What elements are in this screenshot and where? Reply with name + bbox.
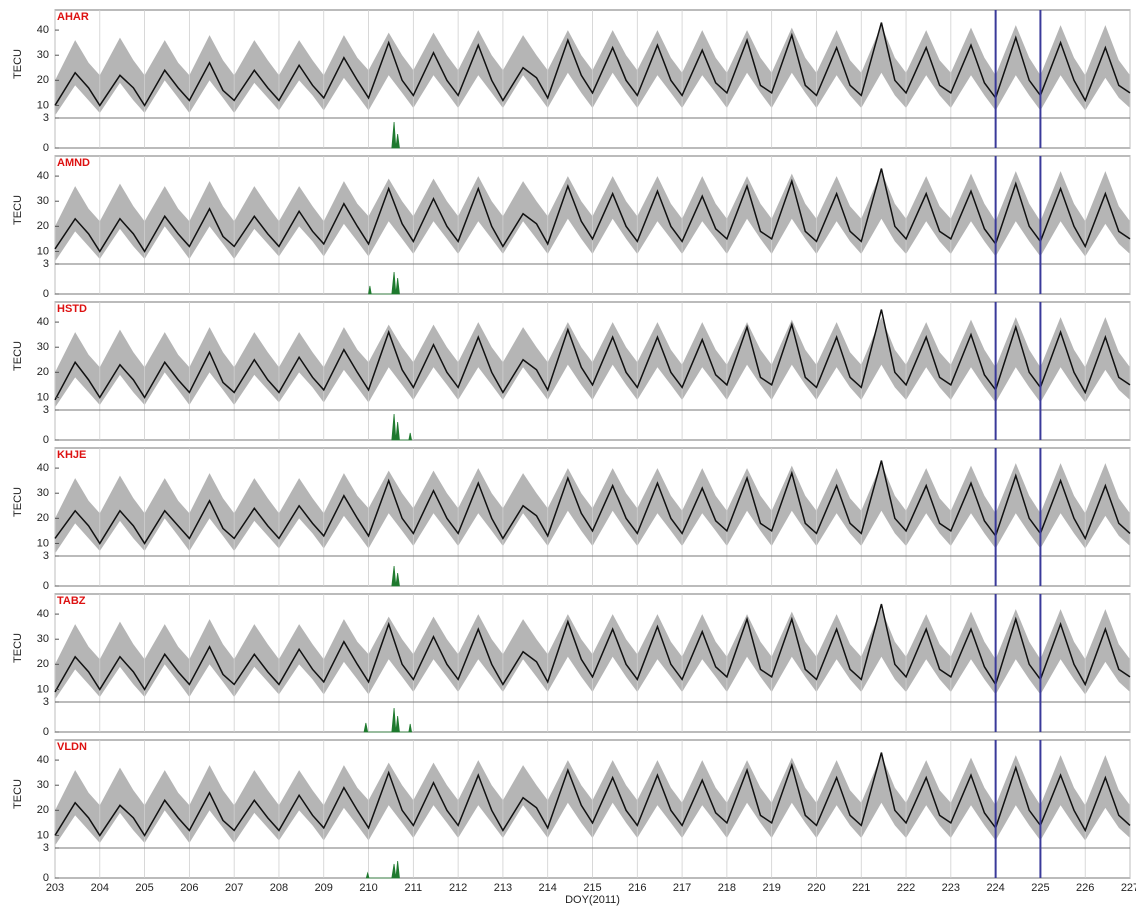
y-tick-label: 20 (37, 74, 49, 86)
y-tick-label: 10 (37, 829, 49, 841)
y-axis-label: TECU (12, 341, 24, 371)
tec-line (54, 460, 1131, 545)
x-tick-label: 227 (1121, 882, 1136, 894)
station-label: KHJE (57, 449, 86, 461)
y-tick-label: 40 (37, 608, 49, 620)
x-tick-label: 218 (718, 882, 736, 894)
tec-line (54, 603, 1131, 693)
y-tick-label: 10 (37, 245, 49, 257)
anomaly-area (368, 271, 400, 295)
x-tick-label: 217 (673, 882, 691, 894)
station-label: AMND (57, 157, 90, 169)
y-tick-label: 30 (37, 341, 49, 353)
y-tick-label: 40 (37, 24, 49, 36)
y2-tick-label: 0 (43, 580, 49, 592)
y-tick-label: 40 (37, 462, 49, 474)
y-tick-label: 30 (37, 779, 49, 791)
y-tick-label: 10 (37, 391, 49, 403)
y2-tick-label: 0 (43, 142, 49, 154)
y2-tick-label: 0 (43, 726, 49, 738)
y2-tick-label: 0 (43, 288, 49, 300)
y-tick-label: 30 (37, 49, 49, 61)
x-tick-label: 222 (897, 882, 915, 894)
x-tick-label: 219 (762, 882, 780, 894)
station-label: TABZ (57, 595, 86, 607)
y-tick-label: 20 (37, 366, 49, 378)
anomaly-area (363, 707, 413, 733)
y-tick-label: 30 (37, 195, 49, 207)
tec-line (54, 22, 1131, 107)
x-tick-label: 224 (986, 882, 1004, 894)
anomaly-area (391, 121, 400, 149)
y-tick-label: 40 (37, 754, 49, 766)
station-label: HSTD (57, 303, 87, 315)
y2-tick-label: 0 (43, 434, 49, 446)
x-tick-label: 207 (225, 882, 243, 894)
y2-tick-label: 3 (43, 696, 49, 708)
station-label: AHAR (57, 11, 89, 23)
tec-line (54, 752, 1131, 837)
x-tick-label: 208 (270, 882, 288, 894)
x-tick-label: 210 (359, 882, 377, 894)
y-tick-label: 40 (37, 316, 49, 328)
y-axis-label: TECU (12, 779, 24, 809)
y-tick-label: 20 (37, 804, 49, 816)
x-tick-label: 203 (46, 882, 64, 894)
x-tick-label: 226 (1076, 882, 1094, 894)
anomaly-area (391, 565, 400, 587)
x-axis-label: DOY(2011) (565, 894, 620, 906)
y2-tick-label: 3 (43, 842, 49, 854)
y2-tick-label: 3 (43, 404, 49, 416)
y-tick-label: 10 (37, 537, 49, 549)
anomaly-area (365, 860, 400, 879)
x-tick-label: 205 (135, 882, 153, 894)
y2-tick-label: 3 (43, 550, 49, 562)
y-tick-label: 20 (37, 658, 49, 670)
x-tick-label: 209 (315, 882, 333, 894)
y2-tick-label: 0 (43, 872, 49, 884)
tec-line (54, 168, 1131, 253)
y-tick-label: 40 (37, 170, 49, 182)
x-tick-label: 204 (91, 882, 109, 894)
x-tick-label: 211 (405, 882, 423, 894)
tec-line (54, 309, 1131, 401)
y2-tick-label: 3 (43, 112, 49, 124)
y-tick-label: 20 (37, 512, 49, 524)
y-axis-label: TECU (12, 49, 24, 79)
x-tick-label: 215 (583, 882, 601, 894)
y-axis-label: TECU (12, 487, 24, 517)
y2-tick-label: 3 (43, 258, 49, 270)
anomaly-area (391, 413, 413, 441)
x-tick-label: 223 (942, 882, 960, 894)
y-tick-label: 10 (37, 99, 49, 111)
y-tick-label: 30 (37, 633, 49, 645)
x-tick-label: 225 (1031, 882, 1049, 894)
y-tick-label: 10 (37, 683, 49, 695)
y-tick-label: 30 (37, 487, 49, 499)
x-tick-label: 212 (449, 882, 467, 894)
y-tick-label: 20 (37, 220, 49, 232)
x-tick-label: 220 (807, 882, 825, 894)
y-axis-label: TECU (12, 633, 24, 663)
x-tick-label: 214 (539, 882, 557, 894)
station-label: VLDN (57, 741, 87, 753)
x-tick-label: 221 (852, 882, 870, 894)
x-tick-label: 213 (494, 882, 512, 894)
y-axis-label: TECU (12, 195, 24, 225)
x-tick-label: 206 (180, 882, 198, 894)
x-tick-label: 216 (628, 882, 646, 894)
